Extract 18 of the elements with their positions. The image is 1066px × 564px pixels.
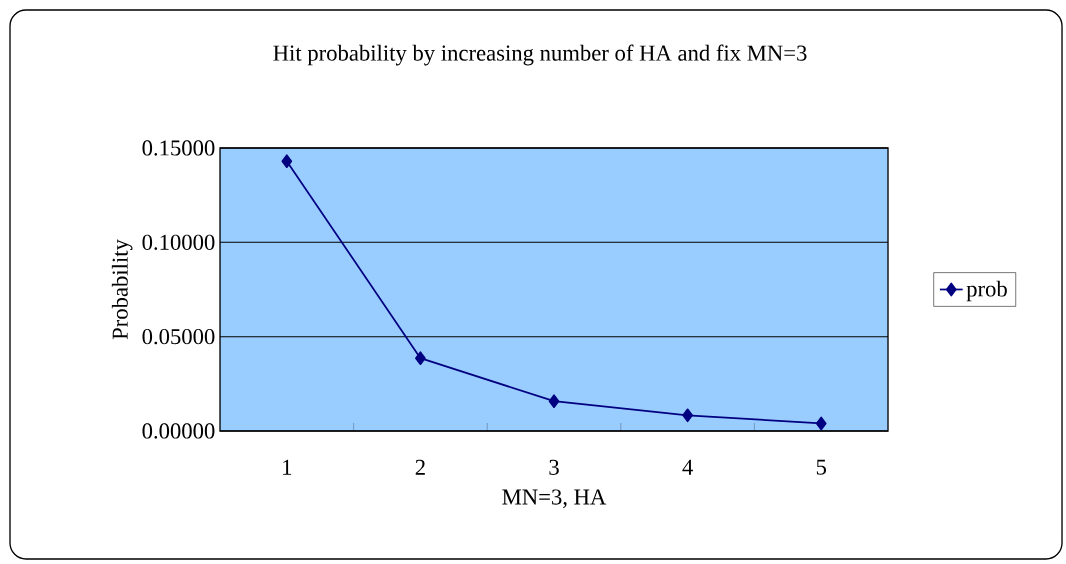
y-tick-label: 0.15000 [142,140,215,156]
x-tick-label: 2 [415,459,425,475]
x-axis-title: MN=3, HA [502,489,607,508]
chart-title: Hit probability by increasing number of HA and fix MN=3 [273,44,807,66]
y-tick-label: 0.10000 [142,234,215,251]
y-tick-label: 0.05000 [142,328,215,345]
point [415,351,426,366]
x-tick-label: 5 [816,459,826,475]
y-tick-label: 0.00000 [142,423,215,439]
point [548,394,560,409]
y-axis-title: Probability [111,239,133,340]
legend-label: prob [966,280,1007,302]
x-tick-label: 4 [682,459,693,475]
point [682,408,693,423]
x-tick-label: 3 [549,459,559,475]
x-tick-label: 1 [283,459,292,475]
point [281,154,293,169]
point [815,416,827,431]
